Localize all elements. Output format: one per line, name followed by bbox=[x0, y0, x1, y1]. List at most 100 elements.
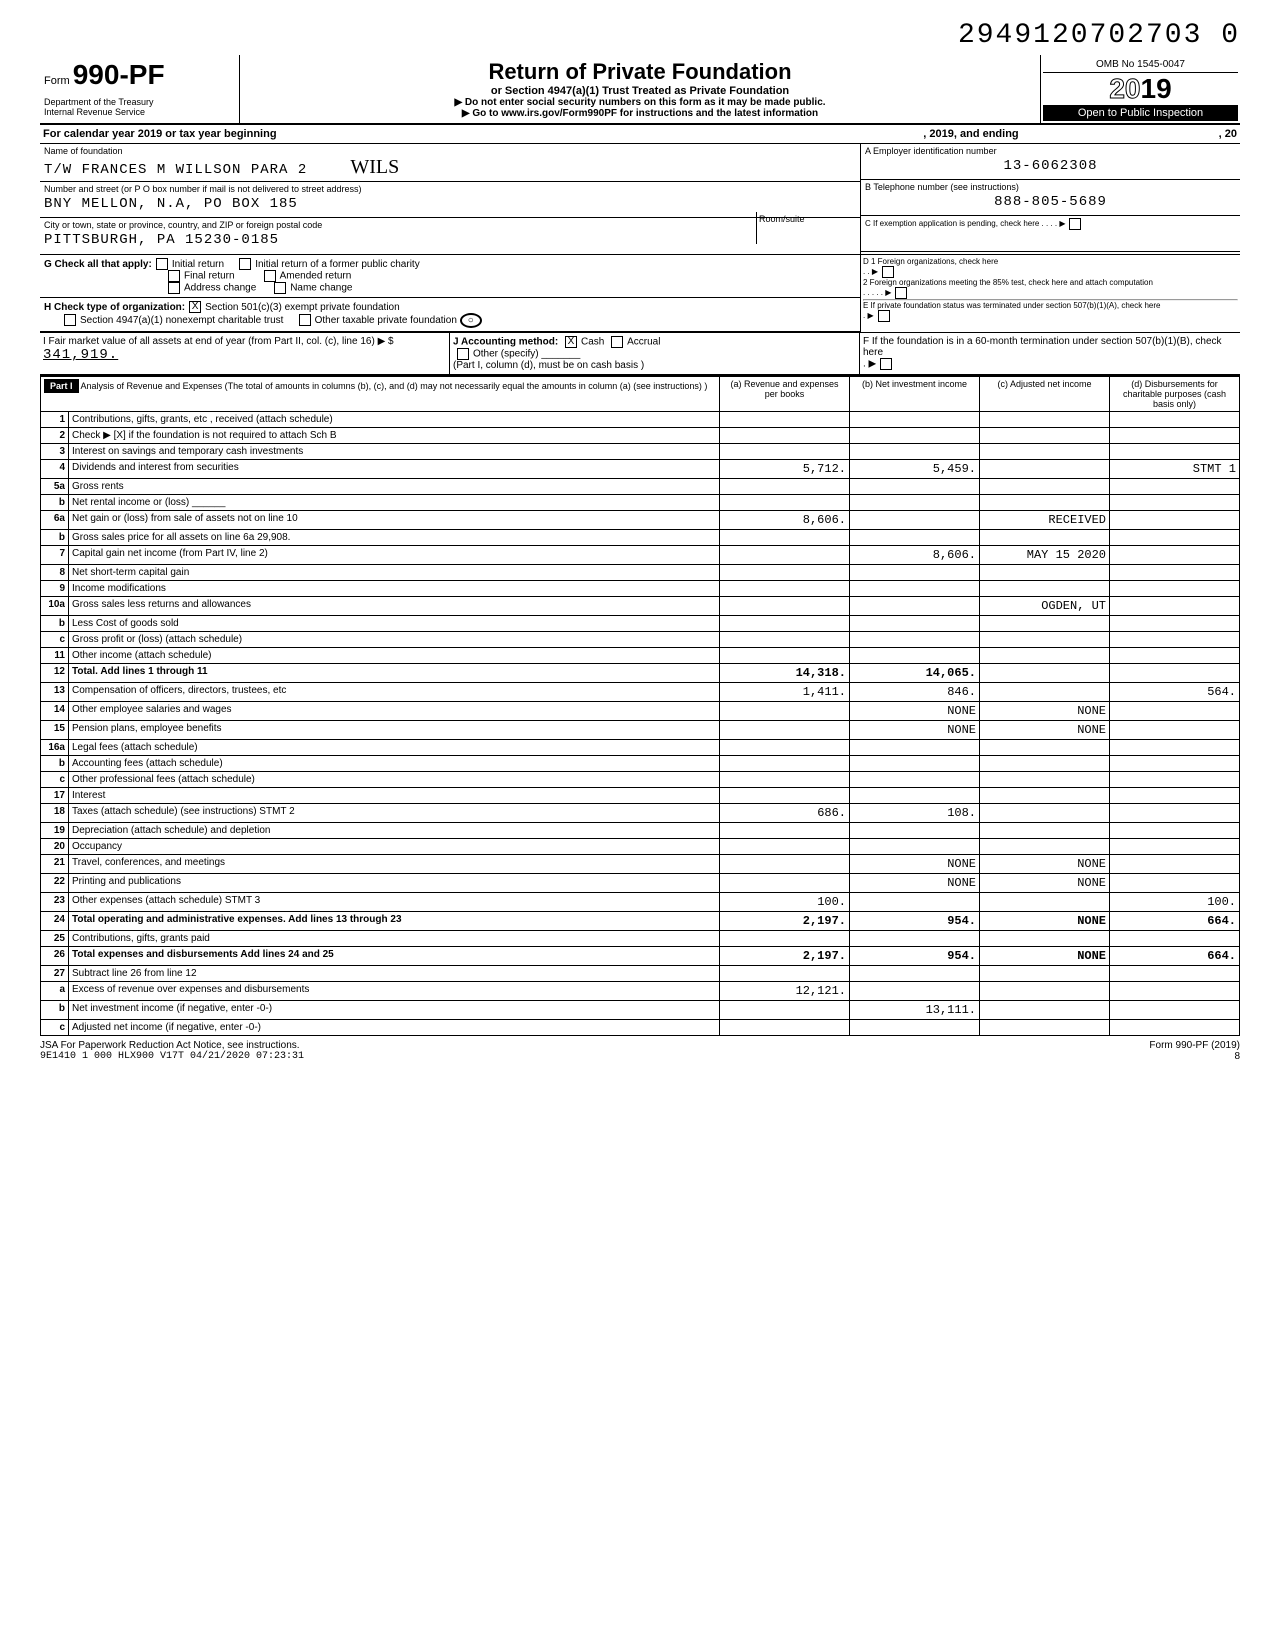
handwritten-wils: WILS bbox=[350, 156, 399, 179]
col-d-value bbox=[1110, 648, 1240, 664]
col-a-value bbox=[720, 1020, 850, 1036]
col-b-value bbox=[850, 648, 980, 664]
col-a-value bbox=[720, 874, 850, 893]
col-c-value bbox=[980, 839, 1110, 855]
g-addr-check[interactable] bbox=[168, 282, 180, 294]
row-description: Check ▶ [X] if the foundation is not req… bbox=[69, 428, 720, 444]
footer-code: 9E1410 1 000 HLX900 V17T 04/21/2020 07:2… bbox=[40, 1051, 304, 1062]
table-row: 24 Total operating and administrative ex… bbox=[41, 912, 1240, 931]
col-c-value bbox=[980, 683, 1110, 702]
col-a-value bbox=[720, 495, 850, 511]
col-a-value bbox=[720, 479, 850, 495]
phone-row: B Telephone number (see instructions) 88… bbox=[861, 180, 1240, 216]
table-row: 11 Other income (attach schedule) bbox=[41, 648, 1240, 664]
g-initial-former-check[interactable] bbox=[239, 258, 251, 270]
d1-check[interactable] bbox=[882, 266, 894, 278]
g-initial-check[interactable] bbox=[156, 258, 168, 270]
col-d-value bbox=[1110, 546, 1240, 565]
h-label: H Check type of organization: bbox=[44, 302, 185, 313]
row-number: 3 bbox=[41, 444, 69, 460]
col-a-value bbox=[720, 581, 850, 597]
name-row: Name of foundation T/W FRANCES M WILLSON… bbox=[40, 144, 860, 182]
col-c-value bbox=[980, 460, 1110, 479]
j-cash-check[interactable]: X bbox=[565, 336, 577, 348]
col-d-value bbox=[1110, 530, 1240, 546]
col-a-value bbox=[720, 632, 850, 648]
section-g-row: G Check all that apply: Initial return I… bbox=[40, 255, 860, 298]
col-a-value bbox=[720, 412, 850, 428]
col-b-value: 846. bbox=[850, 683, 980, 702]
col-b-value bbox=[850, 966, 980, 982]
col-d-value bbox=[1110, 565, 1240, 581]
col-c-value bbox=[980, 823, 1110, 839]
col-b-value: 14,065. bbox=[850, 664, 980, 683]
col-d-value bbox=[1110, 966, 1240, 982]
col-c-value bbox=[980, 931, 1110, 947]
col-c-value bbox=[980, 756, 1110, 772]
table-row: 1 Contributions, gifts, grants, etc , re… bbox=[41, 412, 1240, 428]
col-b-value bbox=[850, 530, 980, 546]
row-number: 23 bbox=[41, 893, 69, 912]
h-4947-check[interactable] bbox=[64, 314, 76, 326]
h-opt2: Section 4947(a)(1) nonexempt charitable … bbox=[80, 315, 283, 326]
f-check[interactable] bbox=[880, 358, 892, 370]
col-a-value: 12,121. bbox=[720, 982, 850, 1001]
col-d-value: STMT 1 bbox=[1110, 460, 1240, 479]
row-description: Compensation of officers, directors, tru… bbox=[69, 683, 720, 702]
address-row: Number and street (or P O box number if … bbox=[40, 182, 860, 218]
row-description: Gross profit or (loss) (attach schedule) bbox=[69, 632, 720, 648]
col-a-value: 1,411. bbox=[720, 683, 850, 702]
table-row: 6a Net gain or (loss) from sale of asset… bbox=[41, 511, 1240, 530]
row-number: c bbox=[41, 632, 69, 648]
table-row: 25 Contributions, gifts, grants paid bbox=[41, 931, 1240, 947]
table-row: 2 Check ▶ [X] if the foundation is not r… bbox=[41, 428, 1240, 444]
e-check[interactable] bbox=[878, 310, 890, 322]
row-description: Excess of revenue over expenses and disb… bbox=[69, 982, 720, 1001]
d2-label: 2 Foreign organizations meeting the 85% … bbox=[863, 278, 1238, 287]
c-checkbox[interactable] bbox=[1069, 218, 1081, 230]
j-accrual-check[interactable] bbox=[611, 336, 623, 348]
city-label: City or town, state or province, country… bbox=[44, 220, 856, 230]
col-d-value bbox=[1110, 931, 1240, 947]
col-b-value bbox=[850, 982, 980, 1001]
table-row: 23 Other expenses (attach schedule) STMT… bbox=[41, 893, 1240, 912]
j-other-check[interactable] bbox=[457, 348, 469, 360]
h-501c3-check[interactable]: X bbox=[189, 301, 201, 313]
row-description: Legal fees (attach schedule) bbox=[69, 740, 720, 756]
dept-treasury: Department of the Treasury bbox=[44, 97, 235, 107]
top-barcode-number: 2949120702703 0 bbox=[40, 20, 1240, 51]
e-label: E If private foundation status was termi… bbox=[863, 301, 1238, 310]
row-description: Other expenses (attach schedule) STMT 3 bbox=[69, 893, 720, 912]
g-amended-check[interactable] bbox=[264, 270, 276, 282]
col-c-value bbox=[980, 788, 1110, 804]
col-d-value bbox=[1110, 444, 1240, 460]
col-d-value: 664. bbox=[1110, 947, 1240, 966]
col-d-value bbox=[1110, 581, 1240, 597]
row-description: Contributions, gifts, grants paid bbox=[69, 931, 720, 947]
col-c-value: RECEIVED bbox=[980, 511, 1110, 530]
col-a-value: 5,712. bbox=[720, 460, 850, 479]
col-d-value bbox=[1110, 616, 1240, 632]
table-row: 12 Total. Add lines 1 through 11 14,318.… bbox=[41, 664, 1240, 683]
row-description: Total. Add lines 1 through 11 bbox=[69, 664, 720, 683]
col-a-value bbox=[720, 565, 850, 581]
col-c-value bbox=[980, 1020, 1110, 1036]
col-a-value bbox=[720, 772, 850, 788]
col-b-value bbox=[850, 511, 980, 530]
col-b-value bbox=[850, 444, 980, 460]
d2-check[interactable] bbox=[895, 287, 907, 299]
table-row: 14 Other employee salaries and wages NON… bbox=[41, 702, 1240, 721]
h-other-check[interactable] bbox=[299, 314, 311, 326]
header-instruction-1: ▶ Do not enter social security numbers o… bbox=[244, 97, 1036, 108]
row-number: 26 bbox=[41, 947, 69, 966]
row-number: 9 bbox=[41, 581, 69, 597]
row-number: 21 bbox=[41, 855, 69, 874]
table-row: 9 Income modifications bbox=[41, 581, 1240, 597]
g-final-check[interactable] bbox=[168, 270, 180, 282]
col-a-value bbox=[720, 1001, 850, 1020]
form-prefix: Form bbox=[44, 75, 70, 87]
col-c-value bbox=[980, 982, 1110, 1001]
row-number: b bbox=[41, 1001, 69, 1020]
g-name-check[interactable] bbox=[274, 282, 286, 294]
row-description: Occupancy bbox=[69, 839, 720, 855]
